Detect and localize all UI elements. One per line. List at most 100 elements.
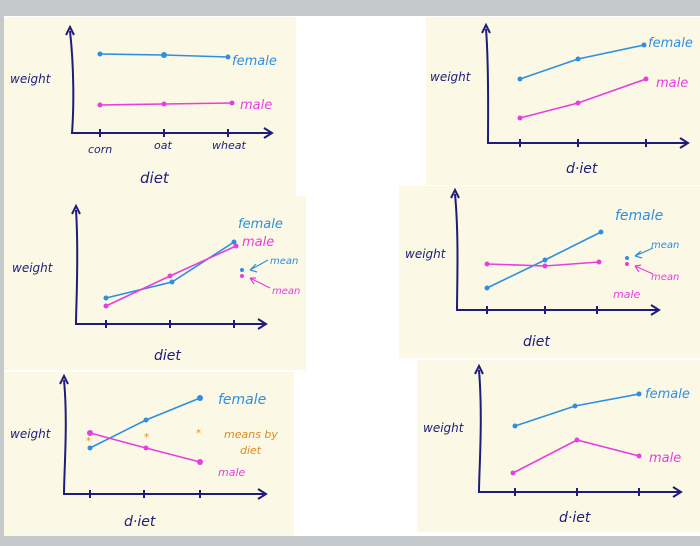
x-arrowhead: [650, 304, 661, 316]
female-label: female: [648, 36, 693, 51]
male-point: [575, 100, 581, 106]
panel-3: female male mean mean weight diet: [4, 196, 306, 370]
y-axis-label: weight: [430, 70, 472, 84]
mean-arrow: [249, 277, 271, 289]
x-axis-label: d·iet: [559, 510, 591, 526]
male-point: [510, 470, 516, 476]
female-mean-label: mean: [270, 256, 298, 267]
female-point: [103, 295, 109, 301]
male-mean-label: mean: [651, 272, 679, 283]
y-arrowhead: [71, 203, 81, 215]
panel-5: * * * female means by diet male weight d…: [4, 372, 294, 536]
female-point: [197, 395, 203, 401]
female-point: [641, 42, 647, 48]
female-label: female: [238, 217, 283, 232]
male-point: [103, 303, 109, 309]
female-label: female: [232, 54, 277, 69]
female-point: [225, 54, 231, 60]
female-point: [161, 52, 167, 58]
panel-6: female male weight d·iet: [417, 360, 700, 532]
top-bar: [0, 0, 700, 16]
x-axis-label: diet: [154, 348, 181, 364]
panel-background: [417, 360, 700, 532]
category-label: corn: [88, 143, 112, 156]
y-axis-label: weight: [423, 421, 465, 435]
female-point: [97, 51, 103, 57]
male-mean-point: [625, 262, 629, 266]
category-label: oat: [154, 139, 172, 152]
y-axis-label: weight: [10, 72, 52, 86]
male-point: [161, 101, 167, 107]
male-point: [643, 76, 649, 82]
female-point: [572, 403, 578, 409]
x-axis-label: diet: [140, 169, 170, 187]
panel-background: [4, 17, 296, 197]
mean-marker: *: [196, 428, 201, 439]
female-mean-point: [625, 256, 629, 260]
means-by-diet-label: diet: [240, 444, 262, 457]
panel-background: [4, 372, 294, 536]
x-axis-label: diet: [523, 334, 550, 350]
y-axis-label: weight: [10, 427, 52, 441]
male-point: [167, 273, 173, 279]
panel-background: [426, 17, 700, 185]
female-point: [575, 56, 581, 62]
x-axis-label: d·iet: [124, 514, 156, 530]
female-mean-point: [240, 268, 244, 272]
female-point: [87, 445, 93, 451]
male-point: [542, 263, 548, 269]
y-arrowhead: [65, 24, 75, 36]
axes: [74, 209, 266, 325]
female-point: [169, 279, 175, 285]
axes: [454, 193, 659, 311]
mean-arrow: [634, 247, 654, 259]
male-point: [636, 453, 642, 459]
male-point: [97, 102, 103, 108]
female-label: female: [615, 208, 663, 224]
male-point: [484, 261, 490, 267]
axes: [69, 30, 272, 134]
male-label: male: [242, 235, 274, 250]
female-point: [598, 229, 604, 235]
male-point: [596, 259, 602, 265]
panel-4: female mean mean male weight diet: [399, 186, 700, 358]
female-mean-label: mean: [651, 240, 679, 251]
female-point: [231, 239, 237, 245]
x-arrowhead: [263, 127, 274, 139]
male-point: [229, 100, 235, 106]
male-point: [574, 437, 580, 443]
female-point: [512, 423, 518, 429]
female-point: [636, 391, 642, 397]
male-point: [197, 459, 203, 465]
y-axis-label: weight: [12, 261, 54, 275]
female-point: [542, 257, 548, 263]
female-point: [484, 285, 490, 291]
male-mean-point: [240, 274, 244, 278]
bottom-bar: [0, 536, 700, 546]
x-axis-label: d·iet: [566, 161, 598, 177]
female-label: female: [645, 387, 690, 402]
mean-marker: *: [144, 432, 149, 443]
male-point: [87, 430, 93, 436]
male-label: male: [656, 76, 688, 91]
left-edge: [0, 16, 4, 536]
male-mean-label: mean: [272, 286, 300, 297]
female-point: [143, 417, 149, 423]
male-label: male: [218, 466, 246, 479]
mean-arrow: [634, 264, 654, 275]
y-arrowhead: [481, 22, 491, 34]
panel-2: female male weight d·iet: [426, 17, 700, 185]
x-arrowhead: [257, 488, 268, 500]
y-arrowhead: [474, 363, 484, 375]
means-by-diet-label: means by: [224, 428, 278, 441]
x-arrowhead: [672, 486, 683, 498]
y-axis-label: weight: [405, 247, 447, 261]
mean-arrow: [249, 259, 269, 273]
y-arrowhead: [59, 373, 69, 385]
category-label: wheat: [212, 139, 246, 152]
axes: [62, 379, 266, 495]
male-point: [517, 115, 523, 121]
female-point: [517, 76, 523, 82]
axes: [477, 369, 681, 493]
male-label: male: [240, 98, 272, 113]
